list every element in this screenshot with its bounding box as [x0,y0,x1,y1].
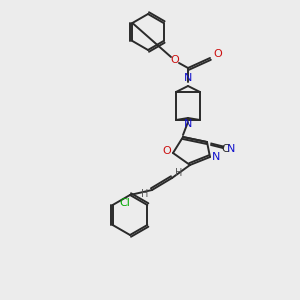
Text: O: O [214,49,222,59]
Text: N: N [184,73,192,83]
Text: O: O [171,55,179,65]
Text: O: O [163,146,171,156]
Text: N: N [227,144,235,154]
Text: C: C [221,144,229,154]
Text: N: N [184,119,192,129]
Text: Cl: Cl [119,198,130,208]
Text: H: H [141,189,149,199]
Text: H: H [175,168,183,178]
Text: N: N [212,152,220,162]
